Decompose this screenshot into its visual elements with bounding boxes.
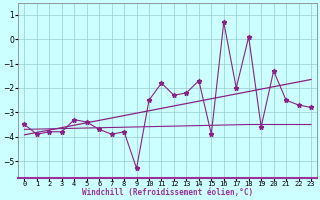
X-axis label: Windchill (Refroidissement éolien,°C): Windchill (Refroidissement éolien,°C)	[82, 188, 253, 197]
